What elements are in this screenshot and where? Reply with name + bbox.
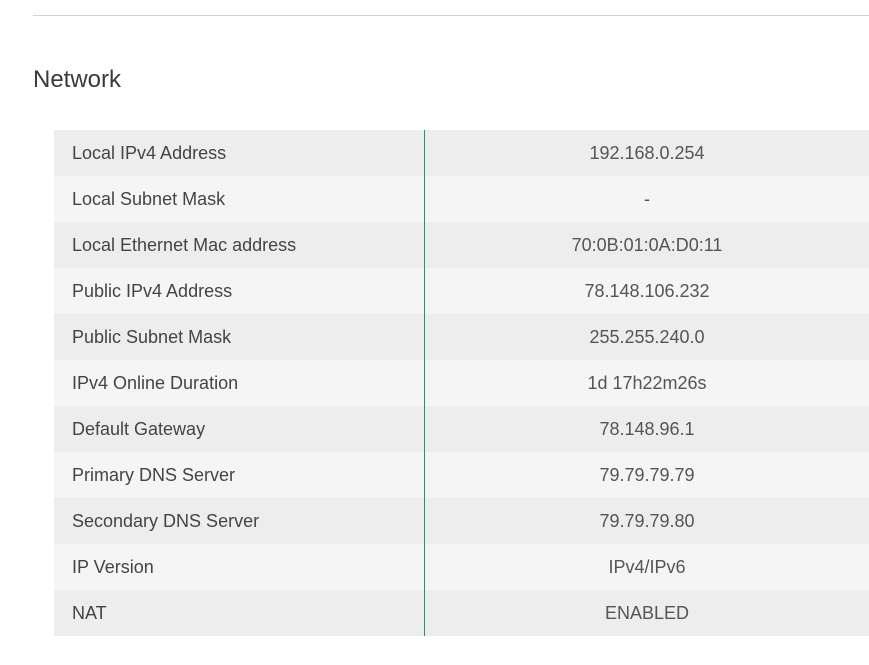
row-label: Public Subnet Mask [54,314,425,360]
row-value: - [424,176,869,222]
table-row: Local Subnet Mask - [54,176,869,222]
row-label: Secondary DNS Server [54,498,425,544]
row-value: 79.79.79.80 [424,498,869,544]
row-label: IPv4 Online Duration [54,360,425,406]
row-label: NAT [54,590,425,636]
table-row: NAT ENABLED [54,590,869,636]
table-row: Local IPv4 Address 192.168.0.254 [54,130,869,176]
table-row: Public IPv4 Address 78.148.106.232 [54,268,869,314]
table-row: IPv4 Online Duration 1d 17h22m26s [54,360,869,406]
table-row: Secondary DNS Server 79.79.79.80 [54,498,869,544]
row-label: Local IPv4 Address [54,130,425,176]
row-value: 192.168.0.254 [424,130,869,176]
row-value: IPv4/IPv6 [424,544,869,590]
table-row: IP Version IPv4/IPv6 [54,544,869,590]
row-label: Public IPv4 Address [54,268,425,314]
table-row: Local Ethernet Mac address 70:0B:01:0A:D… [54,222,869,268]
network-info-table: Local IPv4 Address 192.168.0.254 Local S… [54,130,869,636]
row-label: Local Subnet Mask [54,176,425,222]
row-value: 70:0B:01:0A:D0:11 [424,222,869,268]
table-row: Public Subnet Mask 255.255.240.0 [54,314,869,360]
row-value: ENABLED [424,590,869,636]
row-value: 78.148.106.232 [424,268,869,314]
row-label: Primary DNS Server [54,452,425,498]
row-value: 78.148.96.1 [424,406,869,452]
row-label: IP Version [54,544,425,590]
table-row: Default Gateway 78.148.96.1 [54,406,869,452]
row-value: 79.79.79.79 [424,452,869,498]
section-title: Network [33,66,122,93]
table-row: Primary DNS Server 79.79.79.79 [54,452,869,498]
row-value: 255.255.240.0 [424,314,869,360]
row-value: 1d 17h22m26s [424,360,869,406]
top-divider [33,15,869,16]
row-label: Default Gateway [54,406,425,452]
row-label: Local Ethernet Mac address [54,222,425,268]
